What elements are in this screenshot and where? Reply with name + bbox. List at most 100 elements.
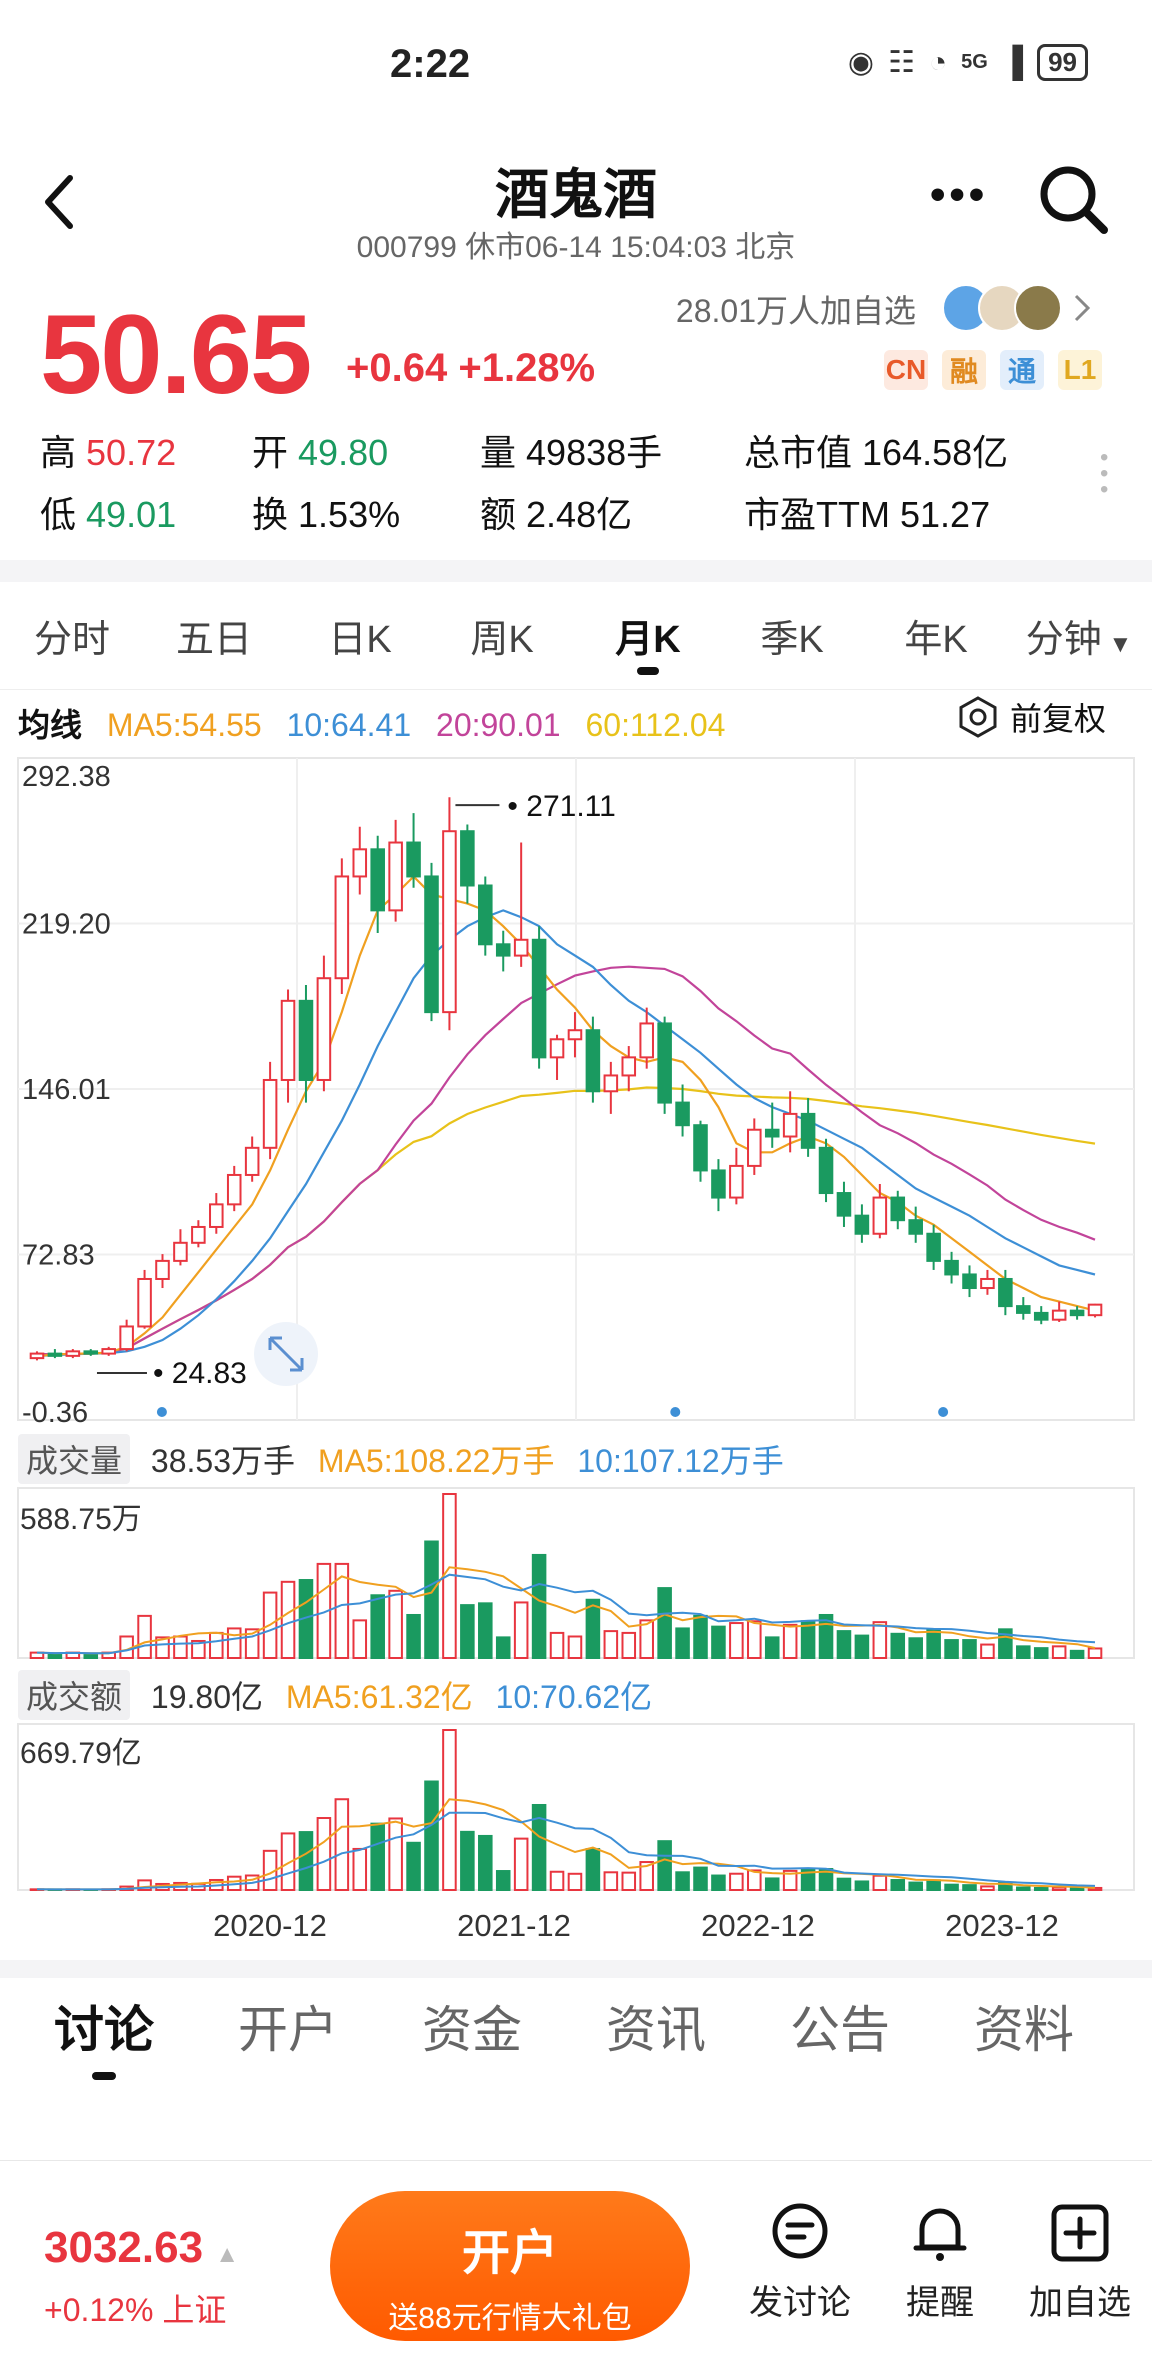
amount-bar: [495, 1870, 511, 1892]
volume-bar: [155, 1636, 170, 1660]
event-dot: [670, 1407, 681, 1417]
amount-bar: [603, 1871, 619, 1891]
amount-bar: [693, 1866, 708, 1891]
low-annotation-label: • 24.83: [153, 1357, 247, 1390]
low-label: 低: [40, 494, 77, 535]
amount-max-label: 669.79亿: [20, 1737, 142, 1770]
event-dot: [156, 1407, 167, 1417]
volume-bar: [1069, 1649, 1085, 1660]
tab-profile[interactable]: 资料: [974, 2002, 1074, 2058]
amount-bar: [962, 1884, 977, 1891]
network-label: 5G: [961, 51, 988, 73]
search-icon[interactable]: [1036, 162, 1112, 238]
volume-ma5-line: [36, 1566, 1096, 1655]
amount-bar: [1069, 1887, 1085, 1892]
candle-body: [298, 999, 314, 1081]
candle-body: [370, 848, 385, 912]
tab-news[interactable]: 资讯: [606, 2002, 706, 2058]
tab-intraday[interactable]: 分时: [33, 619, 110, 661]
amount-bar: [675, 1871, 690, 1891]
tab-yearly-k[interactable]: 年K: [904, 619, 968, 661]
vibrate-icon: ☷: [888, 46, 915, 79]
candle-body: [191, 1225, 206, 1244]
battery-indicator: 99: [1037, 44, 1088, 81]
tab-quarterly-k[interactable]: 季K: [760, 619, 824, 661]
tab-monthly-k[interactable]: 月K: [615, 619, 681, 661]
y-tick-label: 72.83: [22, 1239, 95, 1271]
followers-count[interactable]: 28.01万人加自选: [676, 286, 916, 332]
candle-body: [944, 1259, 959, 1276]
back-icon[interactable]: [40, 172, 80, 232]
tab-open-account[interactable]: 开户: [238, 2002, 338, 2058]
candle-body: [890, 1196, 906, 1222]
stock-subtitle: 000799 休市06-14 15:04:03 北京: [0, 222, 1152, 266]
tab-five-day[interactable]: 五日: [175, 619, 252, 661]
volume-label: 量: [480, 432, 517, 473]
open-account-button[interactable]: 开户 送88元行情大礼包: [330, 2191, 690, 2341]
alert-button[interactable]: 提醒: [870, 2201, 1010, 2324]
amount-tag[interactable]: 成交额: [18, 1670, 131, 1720]
ma10-line: [36, 909, 1096, 1357]
volume-legend: 成交量 38.53万手 MA5:108.22万手 10:107.12万手: [18, 1434, 784, 1484]
candle-body: [531, 938, 547, 1059]
candle-body: [442, 830, 457, 1014]
amount-legend: 成交额 19.80亿 MA5:61.32亿 10:70.62亿: [18, 1670, 652, 1720]
amount-ma10: 10:70.62亿: [495, 1679, 653, 1715]
ma20-line: [36, 965, 1096, 1356]
mktcap-value: 164.58亿: [862, 432, 1009, 473]
open-account-title: 开户: [461, 2227, 558, 2280]
candle-body: [478, 884, 493, 946]
follower-avatars[interactable]: [942, 282, 1092, 334]
candle-body: [29, 1352, 45, 1360]
tab-weekly-k[interactable]: 周K: [470, 619, 534, 661]
price-change-abs: +0.64: [346, 346, 448, 390]
amount-bar: [478, 1834, 493, 1892]
volume-bar: [818, 1613, 834, 1659]
volume-bar: [693, 1614, 708, 1659]
volume-bar: [1033, 1647, 1049, 1660]
current-price: 50.65: [40, 292, 312, 417]
ma10-value: 10:64.41: [286, 707, 412, 743]
badge-l1: L1: [1058, 350, 1102, 390]
event-dot: [938, 1407, 949, 1417]
tab-announcements[interactable]: 公告: [790, 2002, 890, 2058]
volume-bar: [872, 1621, 888, 1660]
post-discussion-button[interactable]: 发讨论: [730, 2201, 870, 2324]
volume-bar: [388, 1589, 403, 1659]
kline-chart[interactable]: 292.38 219.20 146.01 72.83 -0.36 • 271.11 • 24…: [0, 740, 1152, 1950]
expand-stats-icon[interactable]: • • •: [1100, 444, 1109, 503]
tab-funds[interactable]: 资金: [422, 2002, 522, 2058]
volume-bar: [47, 1652, 63, 1659]
section-divider: [0, 560, 1152, 582]
candle-body: [747, 1128, 762, 1167]
more-icon[interactable]: •••: [930, 170, 989, 219]
avatar: [1014, 284, 1062, 332]
pe-label: 市盈TTM: [744, 494, 890, 535]
volume-bar: [1016, 1645, 1031, 1660]
tab-minute[interactable]: 分钟 ▼: [1014, 590, 1144, 690]
add-watchlist-button[interactable]: 加自选: [1010, 2201, 1150, 2324]
x-axis-label: 2022-12: [701, 1908, 815, 1943]
adjust-selector[interactable]: 前复权: [956, 694, 1106, 740]
content-tabs: 讨论 开户 资金 资讯 公告 资料: [0, 1990, 1152, 2100]
volume-bar: [908, 1637, 923, 1660]
tab-discussion[interactable]: 讨论: [54, 2002, 154, 2058]
volume-bar: [1087, 1647, 1103, 1660]
volume-value: 49838手: [526, 432, 663, 473]
volume-tag[interactable]: 成交量: [18, 1434, 131, 1484]
wifi-icon: ◔: [929, 45, 948, 79]
candle-body: [998, 1277, 1013, 1308]
volume-bar: [782, 1623, 798, 1660]
volume-bar: [567, 1635, 583, 1660]
amount-bar: [1016, 1886, 1031, 1891]
volume-bar: [926, 1628, 941, 1659]
amount-bar: [657, 1840, 672, 1892]
candle-body: [101, 1348, 116, 1355]
candle-body: [603, 1074, 619, 1093]
candle-body: [280, 999, 296, 1081]
candle-body: [262, 1078, 278, 1149]
ma60-value: 60:112.04: [585, 707, 726, 743]
index-value[interactable]: 3032.63 ▲: [44, 2223, 239, 2273]
tab-daily-k[interactable]: 日K: [328, 619, 392, 661]
y-tick-label: -0.36: [22, 1397, 88, 1429]
